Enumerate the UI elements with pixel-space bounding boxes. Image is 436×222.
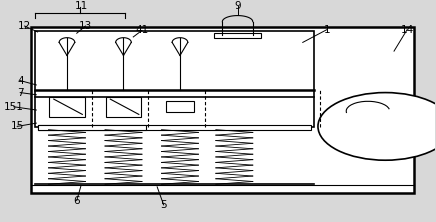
Bar [49, 97, 85, 117]
Text: 15: 15 [10, 121, 24, 131]
Text: 5: 5 [160, 200, 167, 210]
Bar [106, 97, 141, 117]
Circle shape [318, 93, 436, 160]
Bar [31, 27, 414, 193]
Text: 7: 7 [17, 88, 24, 98]
Text: 4: 4 [17, 75, 24, 86]
Text: 151: 151 [4, 102, 24, 112]
Bar [37, 125, 311, 130]
Text: 9: 9 [234, 1, 241, 11]
Bar [35, 32, 313, 127]
Text: 12: 12 [18, 21, 31, 31]
Text: 41: 41 [135, 25, 149, 35]
Text: 11: 11 [75, 1, 88, 11]
Bar [37, 125, 146, 130]
Text: 13: 13 [79, 21, 92, 31]
Text: 1: 1 [324, 25, 330, 35]
Bar [214, 33, 262, 38]
Text: 6: 6 [73, 196, 80, 206]
Text: 14: 14 [400, 25, 414, 35]
Bar [166, 101, 194, 112]
